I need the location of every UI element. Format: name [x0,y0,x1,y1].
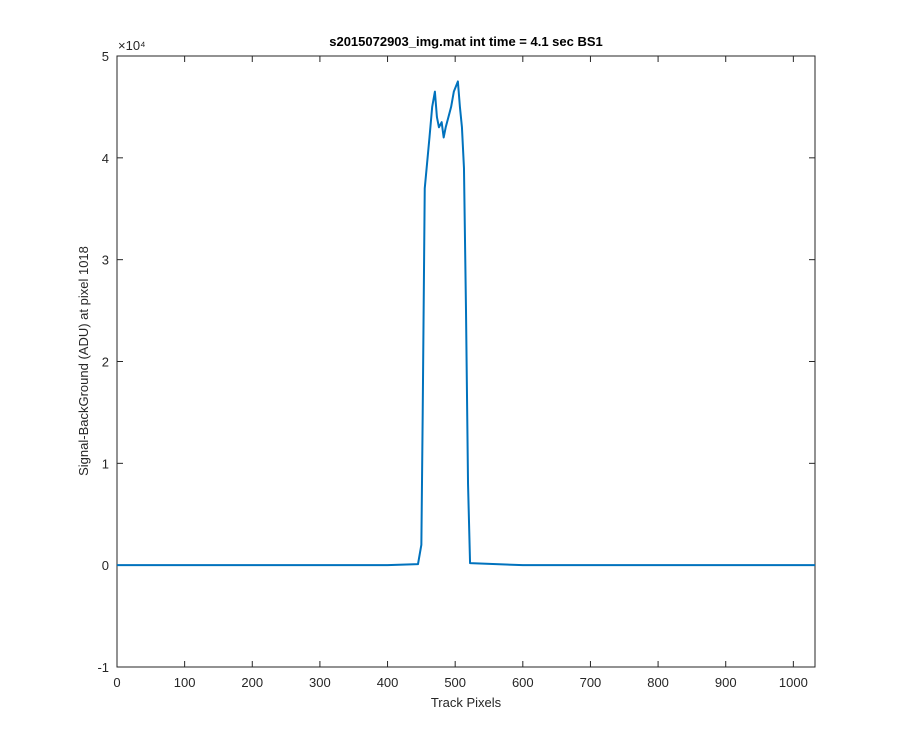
y-exponent-label: ×10⁴ [118,38,146,53]
x-tick-label: 600 [512,675,534,690]
x-tick-label: 900 [715,675,737,690]
x-tick-label: 500 [444,675,466,690]
x-tick-label: 800 [647,675,669,690]
y-tick-label: 5 [102,49,109,64]
x-tick-label: 1000 [779,675,808,690]
x-tick-label: 300 [309,675,331,690]
y-tick-label: 3 [102,253,109,268]
x-tick-label: 100 [174,675,196,690]
y-tick-label: 0 [102,558,109,573]
chart-title: s2015072903_img.mat int time = 4.1 sec B… [329,34,603,49]
data-line [117,80,815,567]
x-tick-label: 700 [580,675,602,690]
y-tick-label: 1 [102,456,109,471]
y-tick-label: 4 [102,151,109,166]
y-tick-label: -1 [97,660,109,675]
x-tick-label: 400 [377,675,399,690]
y-tick-label: 2 [102,355,109,370]
x-tick-label: 0 [113,675,120,690]
x-tick-label: 200 [241,675,263,690]
y-axis-label: Signal-BackGround (ADU) at pixel 1018 [76,246,91,476]
x-axis-label: Track Pixels [431,695,502,710]
